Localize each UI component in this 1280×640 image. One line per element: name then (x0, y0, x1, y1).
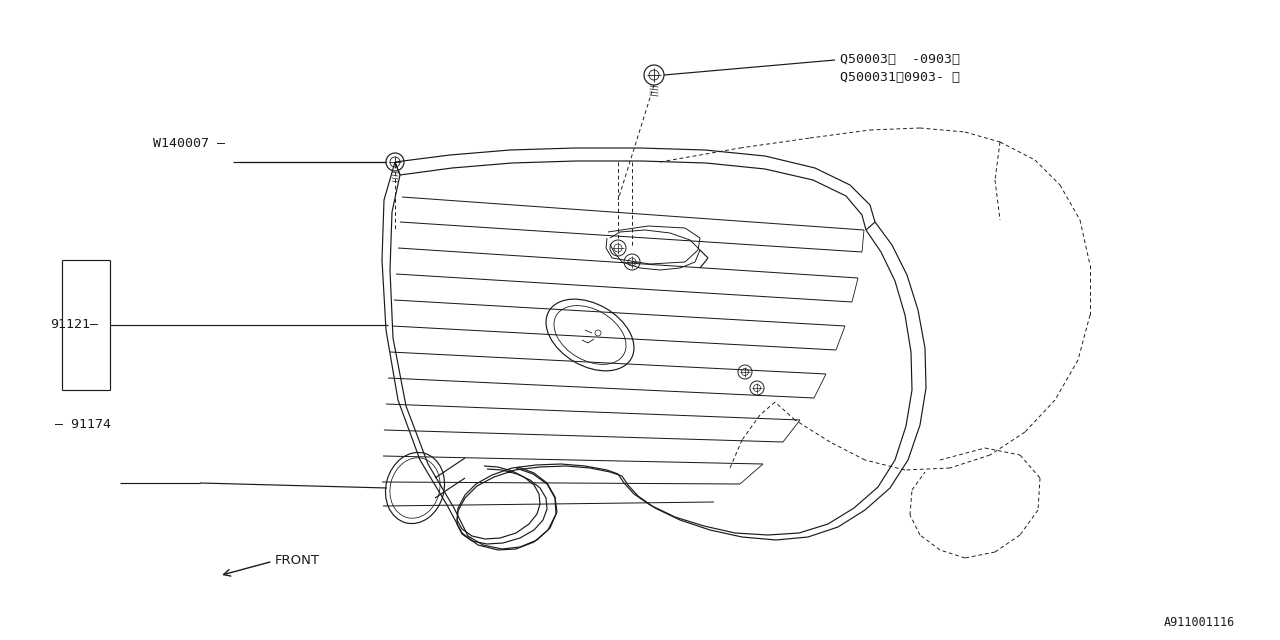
Text: FRONT: FRONT (275, 554, 320, 566)
Text: Q50003〈  -0903〉: Q50003〈 -0903〉 (840, 52, 960, 65)
Text: W140007 —: W140007 — (154, 136, 225, 150)
Text: Q500031〈0903- 〉: Q500031〈0903- 〉 (840, 70, 960, 83)
Text: 91121—: 91121— (50, 317, 99, 330)
Text: — 91174: — 91174 (55, 419, 111, 431)
Text: A911001116: A911001116 (1164, 616, 1235, 628)
